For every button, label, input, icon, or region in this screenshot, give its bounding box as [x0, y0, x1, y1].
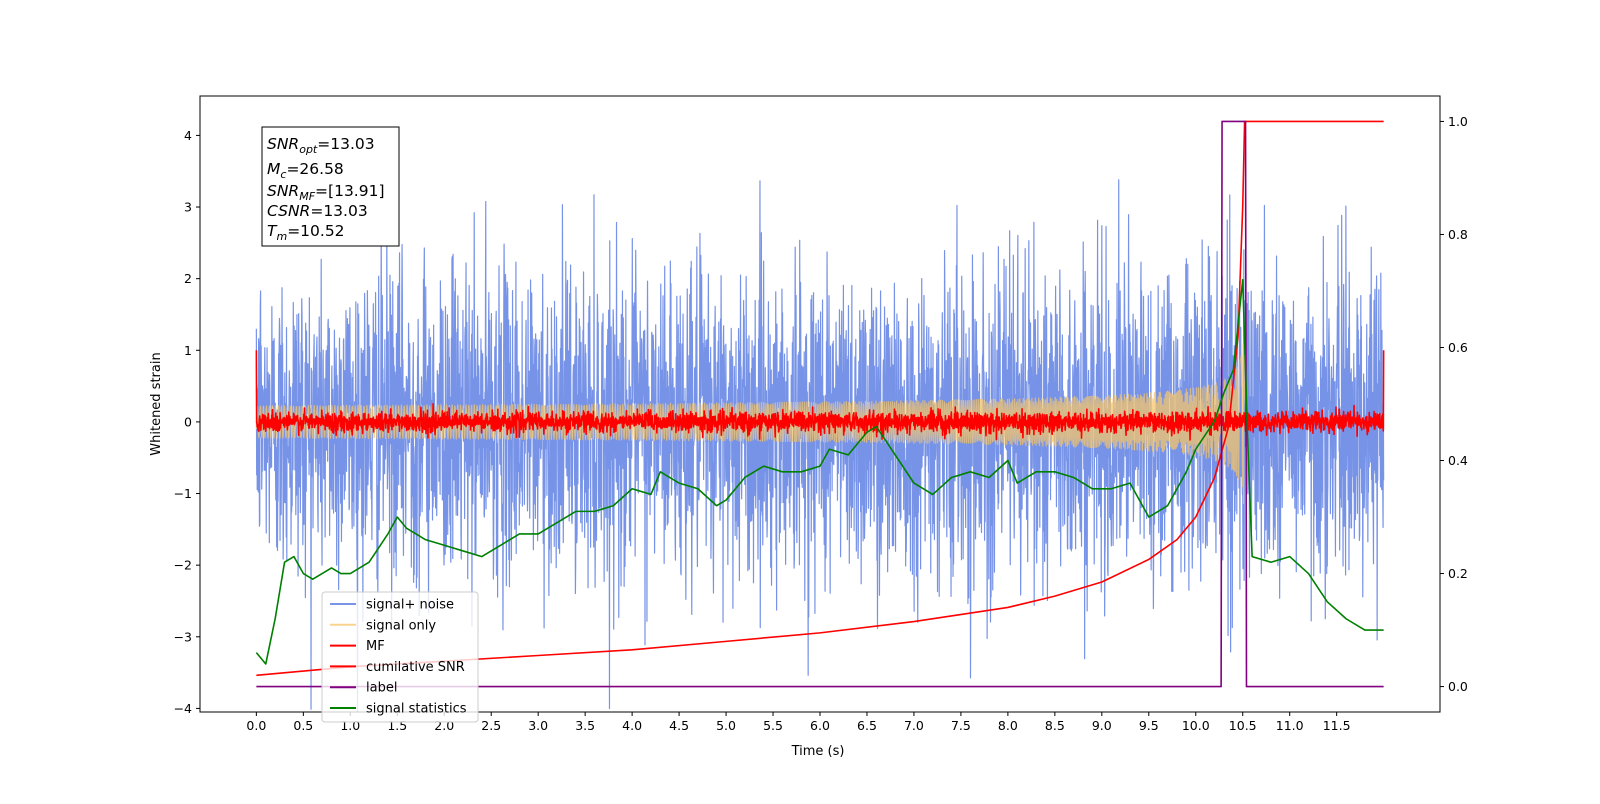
y-right-tick-label: 0.0: [1448, 679, 1468, 694]
x-tick-label: 6.0: [810, 718, 830, 733]
annotation-csnr: CSNR=13.03: [267, 202, 368, 220]
x-tick-label: 4.0: [622, 718, 642, 733]
x-tick-label: 8.5: [1045, 718, 1065, 733]
annotation-snr-mf: SNRMF=[13.91]: [267, 182, 385, 203]
legend-label-signal-statistics: signal statistics: [366, 702, 467, 717]
series-label: [256, 120, 1384, 688]
x-tick-label: 11.0: [1276, 718, 1304, 733]
annotation-snr-opt: SNRopt=13.03: [267, 135, 375, 156]
y-axis-left: −4 −3 −2 −1 0 1 2 3 4: [174, 128, 200, 716]
y-left-tick-label: 4: [184, 128, 192, 143]
x-tick-label: 2.5: [481, 718, 501, 733]
x-tick-label: 9.5: [1139, 718, 1159, 733]
y-axis-right: 0.0 0.2 0.4 0.6 0.8 1.0: [1440, 114, 1468, 694]
y-right-tick-label: 0.2: [1448, 566, 1468, 581]
x-tick-label: 10.5: [1229, 718, 1257, 733]
series-signal-statistics: [255, 278, 1384, 665]
y-left-tick-label: 0: [184, 414, 192, 429]
legend-label-label: label: [366, 681, 397, 696]
stats-annotation-box: [261, 126, 400, 247]
series-cumilative-snr: [256, 120, 1384, 677]
y-left-tick-label: 1: [184, 343, 192, 358]
x-tick-label: 0.0: [246, 718, 266, 733]
x-tick-label: 3.5: [575, 718, 595, 733]
y-right-tick-label: 0.8: [1448, 227, 1468, 242]
y-left-tick-label: 3: [184, 200, 192, 215]
legend-label-mf: MF: [366, 639, 385, 654]
legend: signal+ noise signal only MF cumilative SNR…: [321, 591, 479, 723]
y-left-tick-label: 2: [184, 271, 192, 286]
x-tick-label: 7.5: [951, 718, 971, 733]
x-tick-label: 9.0: [1092, 718, 1112, 733]
y-left-tick-label: −3: [174, 629, 192, 644]
stats-annotation: SNRopt=13.03 Mc=26.58 SNRMF=[13.91] CSNR…: [261, 126, 400, 247]
x-tick-label: 5.5: [763, 718, 783, 733]
y-axis-label: Whitened strain: [149, 352, 164, 455]
x-tick-label: 6.5: [857, 718, 877, 733]
series-layer: [255, 120, 1385, 712]
x-tick-label: 10.0: [1182, 718, 1210, 733]
x-tick-label: 3.0: [528, 718, 548, 733]
x-tick-label: 0.5: [293, 718, 313, 733]
annotation-tm: Tm=10.52: [267, 222, 345, 243]
x-tick-label: 5.0: [716, 718, 736, 733]
legend-label-signal-noise: signal+ noise: [366, 598, 454, 613]
legend-label-signal-only: signal only: [366, 618, 436, 633]
y-right-tick-label: 1.0: [1448, 114, 1468, 129]
series-mf: [255, 350, 1385, 441]
y-right-tick-label: 0.6: [1448, 340, 1468, 355]
legend-label-cumilative-snr: cumilative SNR: [366, 660, 465, 675]
x-tick-label: 7.0: [904, 718, 924, 733]
y-left-tick-label: −4: [174, 701, 192, 716]
x-tick-label: 4.5: [669, 718, 689, 733]
y-left-tick-label: −2: [174, 558, 192, 573]
annotation-mc: Mc=26.58: [267, 160, 344, 181]
y-left-tick-label: −1: [174, 486, 192, 501]
y-right-tick-label: 0.4: [1448, 453, 1468, 468]
x-tick-label: 11.5: [1323, 718, 1351, 733]
x-tick-label: 8.0: [998, 718, 1018, 733]
x-axis-label: Time (s): [791, 744, 845, 759]
legend-box: [321, 591, 479, 723]
